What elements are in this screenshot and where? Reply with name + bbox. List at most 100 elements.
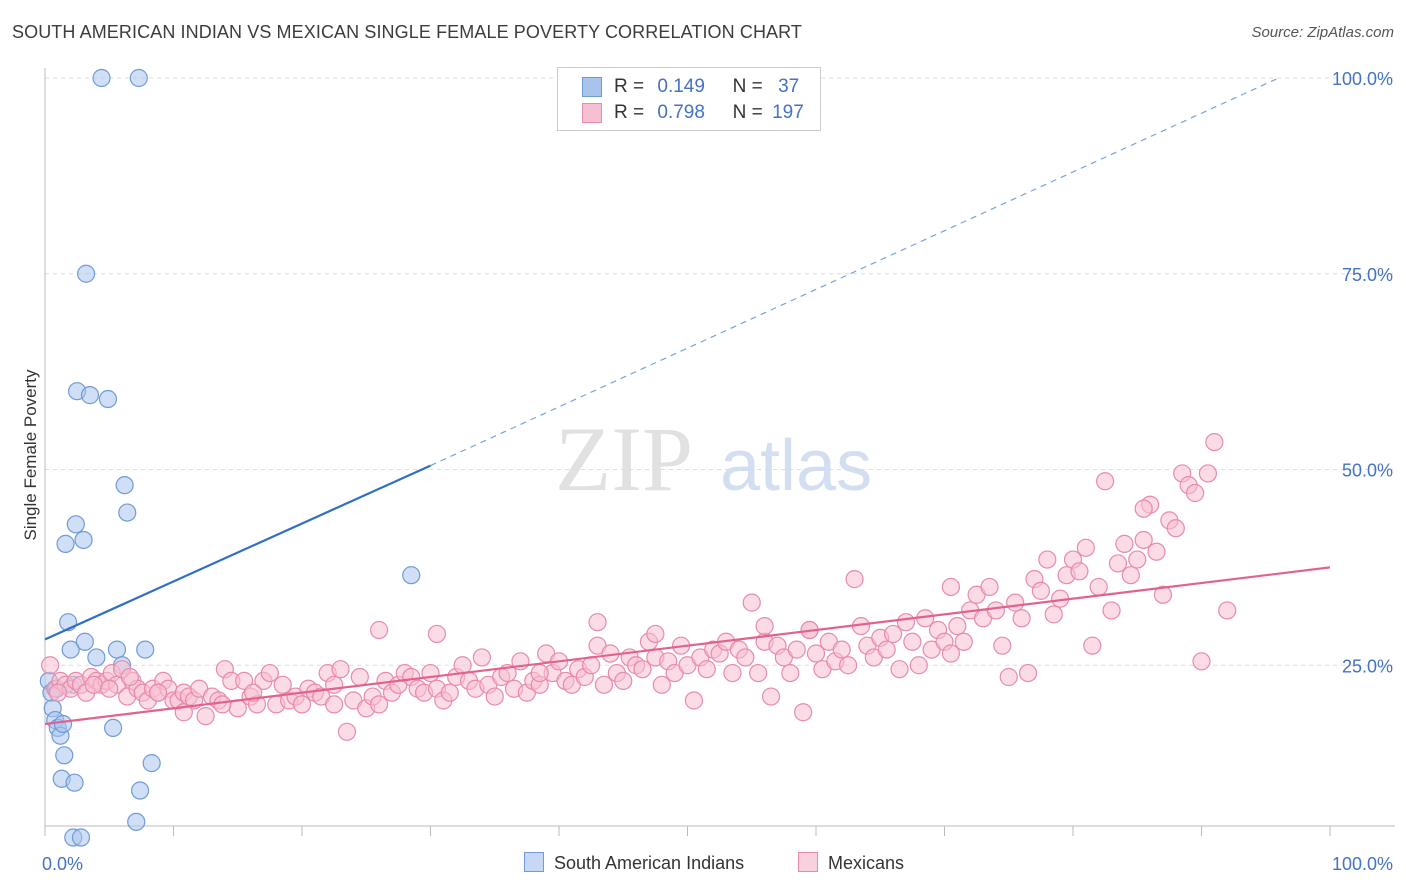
data-point [92, 68, 111, 88]
data-point [350, 667, 369, 687]
data-point [196, 707, 215, 726]
data-point [1166, 519, 1185, 538]
data-point [75, 632, 94, 651]
bottom-legend-south-american-indians: South American Indians [524, 852, 744, 874]
data-point [260, 663, 279, 683]
data-point [588, 613, 607, 632]
data-point [903, 632, 922, 651]
y-tick-label: 50.0% [1342, 461, 1393, 481]
chart-title: SOUTH AMERICAN INDIAN VS MEXICAN SINGLE … [12, 22, 803, 42]
data-point [1185, 483, 1205, 503]
data-point [877, 640, 896, 659]
data-point [273, 675, 292, 694]
data-point [402, 566, 421, 585]
data-point [292, 695, 312, 714]
legend-n-value: 37 [778, 76, 800, 97]
data-point [755, 616, 774, 636]
trend-line-south-american-indians [44, 464, 431, 641]
data-point [41, 656, 60, 675]
data-point [1089, 577, 1108, 597]
data-point [66, 515, 85, 534]
watermark-atlas: atlas [720, 426, 872, 506]
data-point [71, 828, 91, 847]
legend-swatch-blue [582, 76, 602, 97]
data-point [839, 656, 858, 675]
data-point [421, 663, 440, 683]
data-point [1115, 534, 1134, 553]
data-point [1031, 581, 1050, 600]
data-point [1128, 550, 1147, 569]
y-tick-label: 75.0% [1342, 265, 1393, 285]
data-point [440, 683, 459, 702]
data-point [845, 570, 864, 589]
data-point [65, 773, 84, 792]
data-point [325, 675, 344, 694]
data-point [986, 601, 1006, 620]
data-point [472, 648, 491, 667]
legend-swatch-pink [582, 102, 602, 123]
bottom-legend-label: Mexicans [828, 853, 905, 873]
data-point [84, 675, 103, 694]
legend-r-label: R = [614, 102, 645, 123]
data-point [1076, 538, 1095, 557]
data-point [1134, 530, 1153, 550]
data-point [941, 577, 961, 597]
data-point [136, 640, 155, 659]
tick-labels: 25.0% 50.0% 75.0% 100.0% 0.0% 100.0% [42, 69, 1393, 874]
data-point [1153, 585, 1173, 604]
data-point [1018, 663, 1038, 683]
data-point [104, 718, 123, 737]
legend-row-mexicans: R = 0.798 N = 197 [582, 102, 804, 126]
data-point [77, 264, 96, 283]
data-point [325, 695, 344, 714]
data-point [1012, 609, 1031, 628]
data-point [1134, 499, 1153, 518]
data-point [646, 624, 665, 644]
legend-r-value: 0.149 [657, 76, 705, 97]
data-point [129, 68, 148, 88]
data-point [993, 636, 1012, 655]
data-point [74, 530, 93, 550]
y-tick-label: 100.0% [1332, 69, 1393, 89]
data-point [1006, 593, 1025, 612]
data-point [1096, 472, 1115, 491]
legend-r-label: R = [614, 76, 645, 97]
data-point [130, 781, 150, 800]
data-point [614, 671, 633, 691]
data-point [80, 386, 100, 405]
data-point [427, 624, 447, 644]
data-point [582, 656, 601, 675]
bottom-legend-mexicans: Mexicans [798, 852, 904, 874]
watermark-zip: ZIP [555, 408, 693, 510]
data-point [61, 640, 80, 659]
legend-n-value: 197 [772, 102, 804, 123]
data-point [87, 648, 106, 667]
series-mexicans [41, 432, 1237, 741]
data-point [1205, 432, 1224, 452]
data-point [244, 683, 263, 702]
data-point [896, 613, 916, 632]
data-point [370, 620, 389, 640]
data-point [832, 640, 851, 659]
data-point [213, 695, 232, 714]
data-point [142, 754, 161, 773]
legend-r-value: 0.798 [657, 102, 705, 123]
data-point [890, 660, 909, 679]
data-point [115, 476, 134, 495]
x-tick-label: 100.0% [1332, 854, 1393, 874]
source-label: Source: ZipAtlas.com [1251, 24, 1394, 41]
data-point [48, 683, 67, 702]
legend-row-south-american-indians: R = 0.149 N = 37 [582, 76, 799, 100]
data-point [56, 534, 75, 553]
data-point [742, 593, 761, 612]
data-point [761, 687, 781, 706]
data-point [1070, 562, 1089, 581]
legend-n-label: N = [732, 102, 763, 123]
data-point [1218, 601, 1237, 620]
data-point [794, 703, 813, 722]
trend-line-extension [430, 77, 1279, 467]
data-point [98, 389, 118, 409]
data-point [1192, 652, 1211, 671]
y-tick-label: 25.0% [1342, 656, 1393, 676]
